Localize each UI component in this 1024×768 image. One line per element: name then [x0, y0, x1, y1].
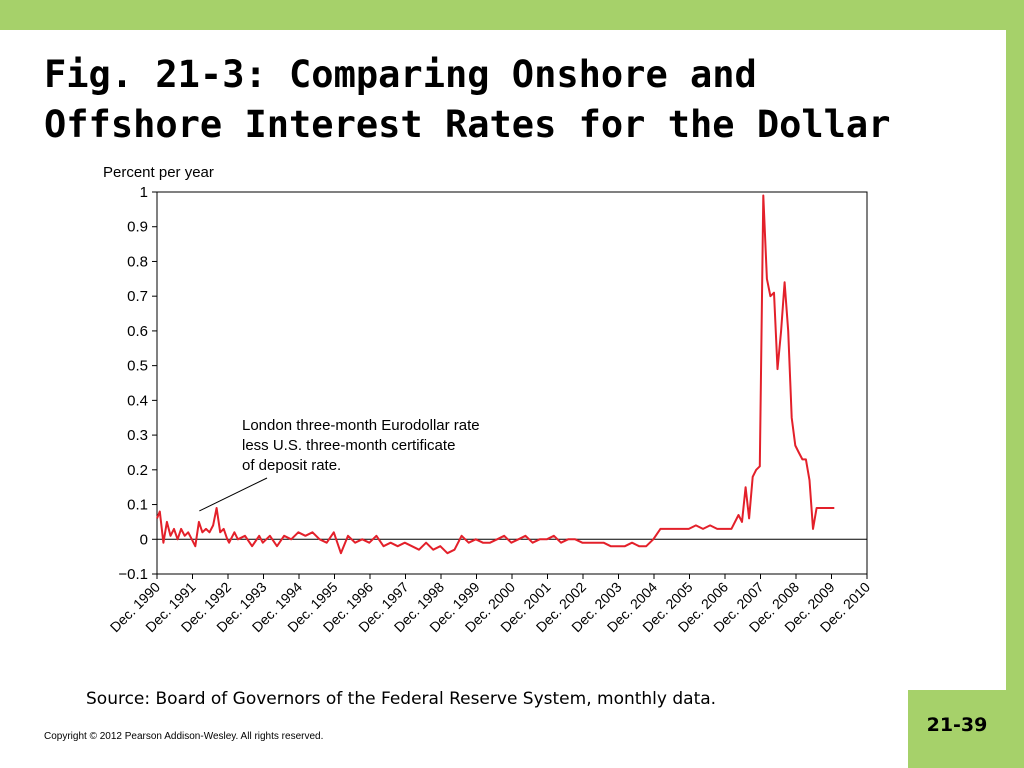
y-tick-label: 0.1 — [127, 497, 148, 514]
line-chart: Percent per year −0.1 0 0.1 0.2 0.3 0.4 0.5 0.6… — [103, 164, 873, 635]
annotation-line-3: of deposit rate. — [242, 457, 341, 474]
title-line-1: Fig. 21-3: Comparing Onshore and — [44, 53, 757, 96]
y-tick-label: 0.3 — [127, 427, 148, 444]
y-axis-label: Percent per year — [103, 164, 214, 181]
series-line — [156, 194, 835, 555]
y-tick-label: 0.2 — [127, 462, 148, 479]
page-number-box: 21-39 — [908, 690, 1006, 768]
y-tick-label: 0.8 — [127, 253, 148, 270]
annotation-leader-line — [199, 477, 268, 512]
y-tick-label: 0.9 — [127, 219, 148, 236]
annotation: London three-month Eurodollar rate less … — [242, 417, 480, 474]
y-tick-label: 0.5 — [127, 358, 148, 375]
right-frame-bar — [1006, 0, 1024, 768]
y-tick-label: 0.4 — [127, 392, 148, 409]
y-axis: −0.1 0 0.1 0.2 0.3 0.4 0.5 0.6 0.7 0.8 0.9 1 — [118, 184, 157, 583]
y-tick-label: 0.7 — [127, 288, 148, 305]
y-tick-label: 1 — [140, 184, 148, 201]
top-frame-bar — [0, 0, 1024, 30]
source-note: Source: Board of Governors of the Federa… — [86, 689, 717, 709]
annotation-line-1: London three-month Eurodollar rate — [242, 417, 480, 434]
y-tick-label: −0.1 — [118, 566, 148, 583]
slide-title: Fig. 21-3: Comparing Onshore and Offshor… — [44, 50, 890, 150]
y-tick-label: 0 — [140, 531, 148, 548]
y-tick-label: 0.6 — [127, 323, 148, 340]
annotation-line-2: less U.S. three-month certificate — [242, 437, 455, 454]
copyright-note: Copyright © 2012 Pearson Addison-Wesley.… — [44, 731, 324, 742]
title-line-2: Offshore Interest Rates for the Dollar — [44, 103, 891, 146]
page-number: 21-39 — [926, 714, 988, 736]
